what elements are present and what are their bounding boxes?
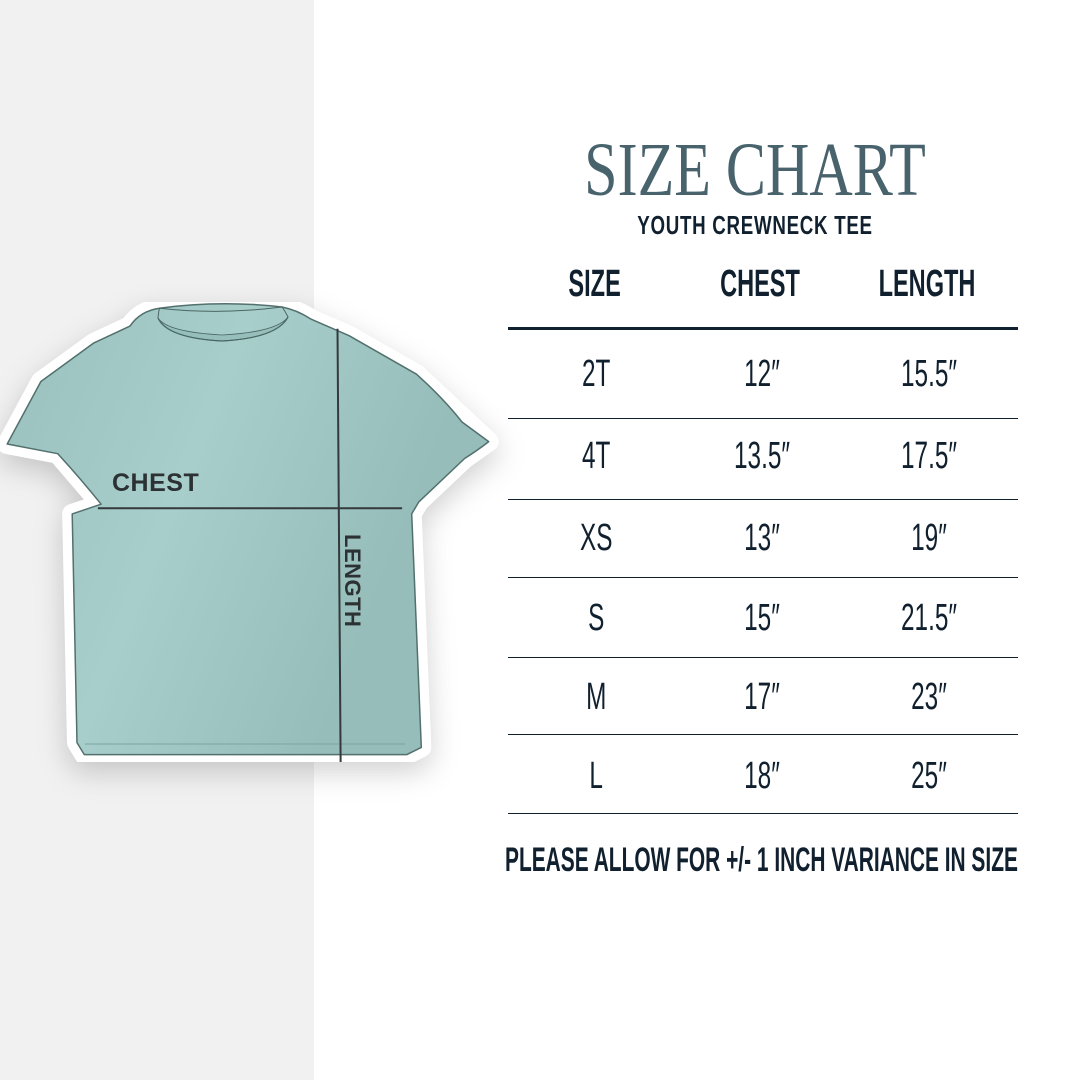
svg-text:LENGTH: LENGTH <box>340 534 365 627</box>
svg-text:CHEST: CHEST <box>112 469 199 497</box>
